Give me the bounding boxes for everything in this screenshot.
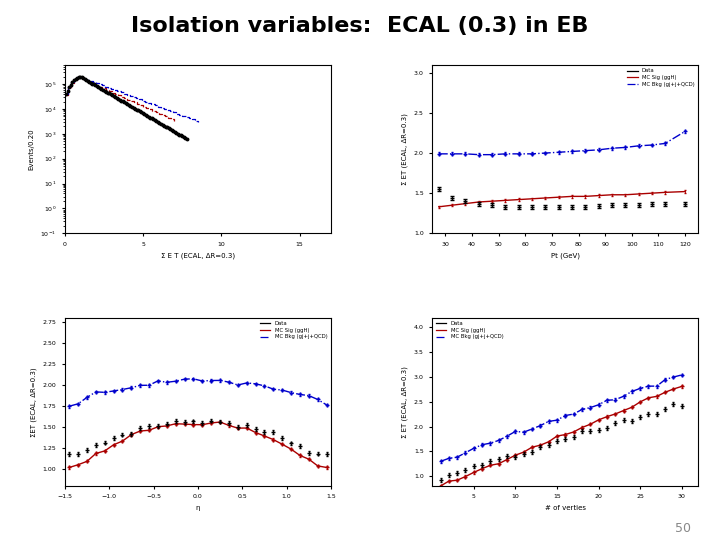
Y-axis label: ΣET (ECAL, ΔR=0.3): ΣET (ECAL, ΔR=0.3) <box>30 367 37 436</box>
X-axis label: Pt (GeV): Pt (GeV) <box>551 252 580 259</box>
Y-axis label: Events/0.20: Events/0.20 <box>29 128 35 170</box>
Text: 50: 50 <box>675 522 691 535</box>
X-axis label: η: η <box>196 505 200 511</box>
X-axis label: Σ E T (ECAL, ΔR=0.3): Σ E T (ECAL, ΔR=0.3) <box>161 252 235 259</box>
Y-axis label: Σ ET (ECAL, ΔR=0.3): Σ ET (ECAL, ΔR=0.3) <box>402 366 408 438</box>
Legend: Data, MC Sig (ggH), MC Bkg (gj+j+QCD): Data, MC Sig (ggH), MC Bkg (gj+j+QCD) <box>626 68 696 87</box>
Y-axis label: Σ ET (ECAL, ΔR=0.3): Σ ET (ECAL, ΔR=0.3) <box>402 113 408 185</box>
Legend: Data, MC Sig (ggH), MC Bkg (gj+j+QCD): Data, MC Sig (ggH), MC Bkg (gj+j+QCD) <box>435 320 505 340</box>
Legend: Data, MC Sig (ggH), MC Bkg (gj+j+QCD): Data, MC Sig (ggH), MC Bkg (gj+j+QCD) <box>258 320 328 340</box>
X-axis label: # of verties: # of verties <box>545 505 586 511</box>
Text: Isolation variables:  ECAL (0.3) in EB: Isolation variables: ECAL (0.3) in EB <box>131 16 589 36</box>
